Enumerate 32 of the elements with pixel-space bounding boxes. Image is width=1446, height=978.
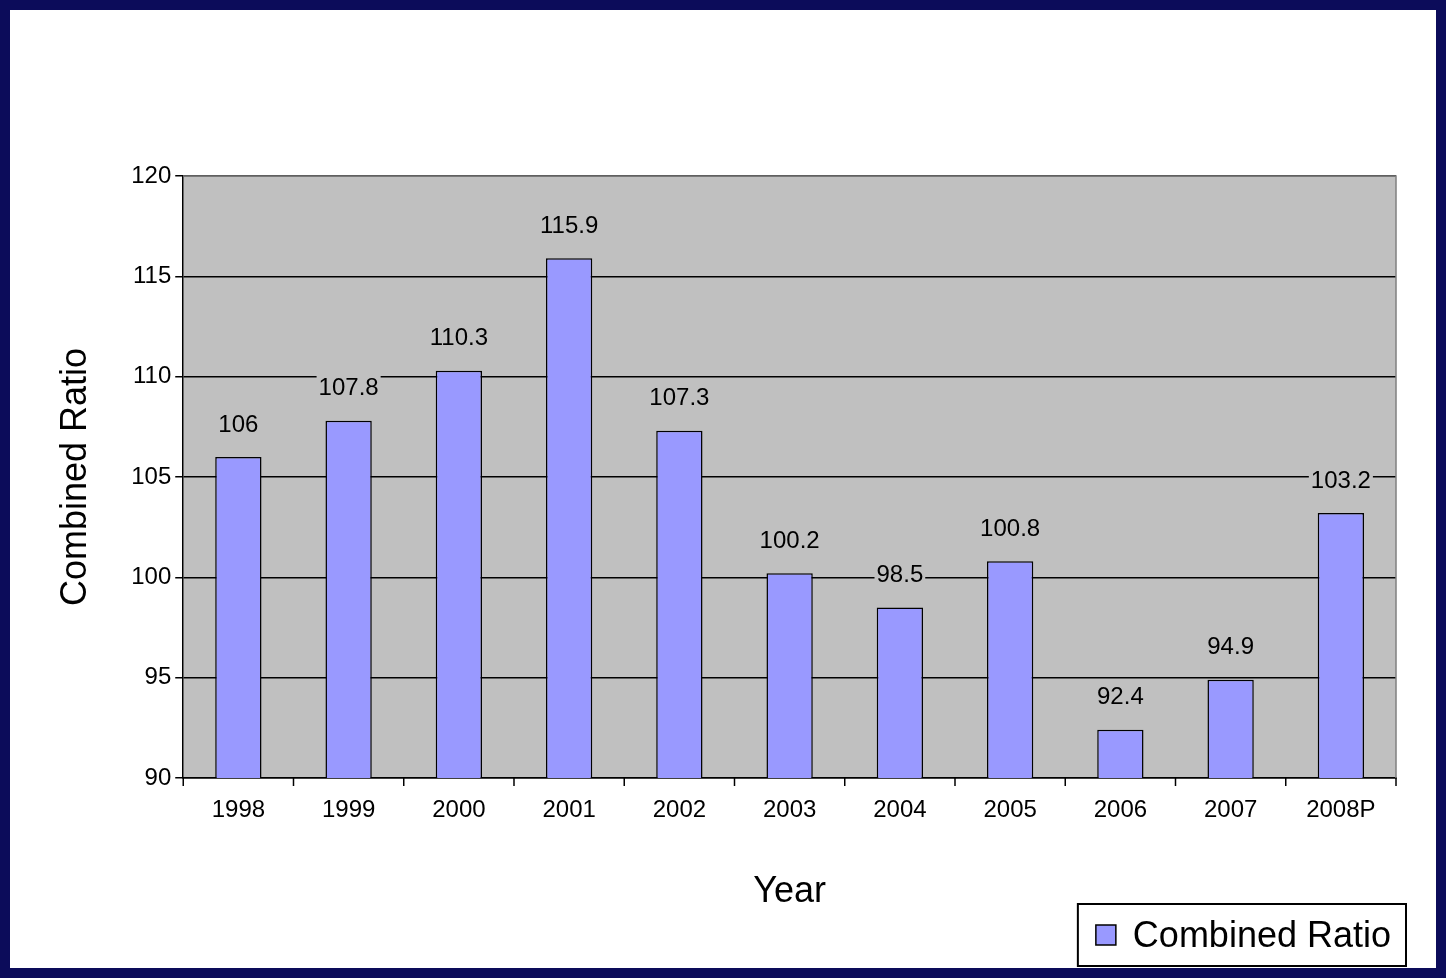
- y-tick-label: 100: [131, 561, 172, 589]
- x-tick-label: 2000: [432, 795, 486, 823]
- y-axis-title: Combined Ratio: [52, 347, 94, 607]
- y-tick-label: 120: [131, 160, 172, 188]
- data-label: 107.3: [649, 383, 710, 411]
- data-label: 100.2: [759, 525, 820, 553]
- x-tick-label: 1999: [321, 795, 376, 823]
- x-tick-label: 2002: [652, 795, 707, 823]
- y-tick-label: 110: [132, 361, 172, 389]
- data-label: 110.3: [429, 323, 489, 351]
- x-axis-title: Year: [753, 869, 826, 911]
- data-label: 98.5: [876, 560, 924, 588]
- x-tick-label: 2005: [983, 795, 1037, 823]
- y-tick-label: 105: [131, 461, 172, 489]
- y-tick-label: 115: [132, 260, 172, 288]
- data-label: 94.9: [1207, 632, 1254, 660]
- y-tick-label: 90: [144, 762, 172, 790]
- y-tick-label: 95: [144, 662, 172, 690]
- data-label: 106: [218, 409, 259, 437]
- x-tick-label: 2006: [1093, 795, 1148, 823]
- x-tick-label: 2007: [1203, 795, 1258, 823]
- x-tick-label: 2004: [873, 795, 927, 823]
- data-label: 107.8: [318, 373, 379, 401]
- data-label: 92.4: [1097, 682, 1144, 710]
- legend-label: Combined Ratio: [1132, 913, 1392, 955]
- x-tick-label: 2008P: [1306, 795, 1376, 823]
- x-tick-label: 1998: [211, 795, 266, 823]
- data-label: 115.9: [539, 210, 599, 238]
- x-tick-label: 2003: [762, 795, 817, 823]
- data-label: 103.2: [1310, 465, 1371, 493]
- data-label: 100.8: [980, 513, 1041, 541]
- x-tick-label: 2001: [542, 795, 596, 823]
